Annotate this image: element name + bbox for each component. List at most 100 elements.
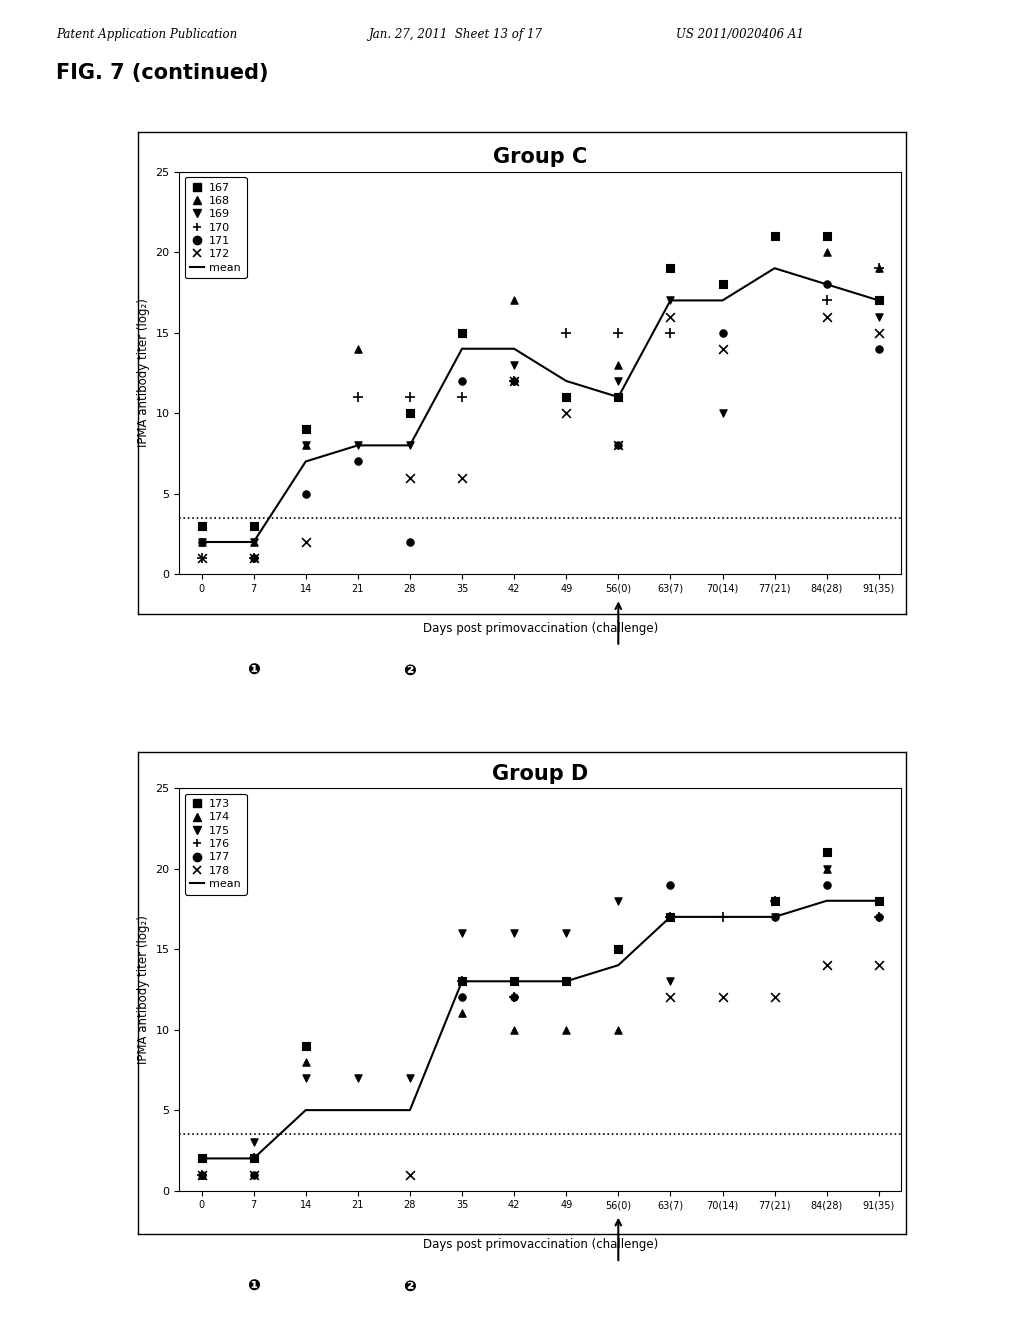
Point — [558, 403, 574, 424]
Point — [818, 242, 835, 263]
Point — [610, 387, 627, 408]
Point — [454, 970, 470, 991]
Point — [715, 907, 731, 928]
Point — [558, 322, 574, 343]
Point — [818, 306, 835, 327]
Point — [349, 338, 366, 359]
Legend: 167, 168, 169, 170, 171, 172, mean: 167, 168, 169, 170, 171, 172, mean — [184, 177, 247, 279]
Point — [194, 532, 210, 553]
Text: ❶: ❶ — [247, 1279, 260, 1294]
Point — [454, 987, 470, 1008]
Point — [818, 954, 835, 975]
Point — [246, 1164, 262, 1185]
Point — [401, 467, 418, 488]
Point — [766, 226, 782, 247]
Point — [818, 858, 835, 879]
Point — [663, 257, 679, 279]
Y-axis label: IPMA antibody titer (log₂): IPMA antibody titer (log₂) — [137, 298, 150, 447]
Point — [818, 858, 835, 879]
Point — [663, 322, 679, 343]
Point — [818, 273, 835, 294]
Point — [454, 322, 470, 343]
Point — [663, 290, 679, 312]
Point — [349, 451, 366, 473]
Point — [715, 273, 731, 294]
Point — [506, 970, 522, 991]
Legend: 173, 174, 175, 176, 177, 178, mean: 173, 174, 175, 176, 177, 178, mean — [184, 793, 247, 895]
Point — [766, 890, 782, 911]
Point — [246, 532, 262, 553]
Point — [194, 548, 210, 569]
Point — [818, 226, 835, 247]
Point — [663, 987, 679, 1008]
Point — [401, 1068, 418, 1089]
Point — [610, 939, 627, 960]
Title: Group C: Group C — [493, 148, 588, 168]
Point — [401, 403, 418, 424]
Point — [870, 954, 887, 975]
Point — [246, 548, 262, 569]
Point — [818, 842, 835, 863]
Title: Group D: Group D — [493, 764, 588, 784]
Point — [558, 970, 574, 991]
Point — [610, 890, 627, 911]
Point — [506, 371, 522, 392]
Point — [246, 1148, 262, 1170]
Point — [870, 322, 887, 343]
Point — [715, 273, 731, 294]
Text: FIG. 7 (continued): FIG. 7 (continued) — [56, 63, 269, 83]
Point — [506, 371, 522, 392]
Point — [870, 257, 887, 279]
Text: ❷: ❷ — [403, 663, 417, 677]
Point — [246, 548, 262, 569]
Point — [246, 548, 262, 569]
Point — [506, 371, 522, 392]
Point — [610, 434, 627, 455]
Point — [766, 987, 782, 1008]
Point — [246, 515, 262, 536]
Y-axis label: IPMA antibody titer (log₂): IPMA antibody titer (log₂) — [137, 915, 150, 1064]
Point — [401, 1164, 418, 1185]
Point — [663, 306, 679, 327]
Point — [298, 434, 314, 455]
Point — [506, 987, 522, 1008]
Point — [194, 1148, 210, 1170]
Point — [766, 890, 782, 911]
Point — [715, 987, 731, 1008]
Point — [506, 1019, 522, 1040]
Point — [558, 923, 574, 944]
Point — [454, 467, 470, 488]
Point — [194, 532, 210, 553]
Point — [194, 1164, 210, 1185]
Point — [558, 387, 574, 408]
Point — [349, 387, 366, 408]
Point — [194, 1164, 210, 1185]
Point — [194, 548, 210, 569]
Point — [818, 290, 835, 312]
Point — [558, 1019, 574, 1040]
Point — [766, 907, 782, 928]
Point — [246, 1148, 262, 1170]
Point — [506, 290, 522, 312]
X-axis label: Days post primovaccination (challenge): Days post primovaccination (challenge) — [423, 1238, 657, 1251]
Point — [194, 1164, 210, 1185]
Point — [194, 532, 210, 553]
Point — [870, 890, 887, 911]
Point — [715, 403, 731, 424]
Point — [454, 923, 470, 944]
Point — [454, 322, 470, 343]
Point — [663, 907, 679, 928]
Point — [349, 434, 366, 455]
Point — [610, 1019, 627, 1040]
Point — [870, 907, 887, 928]
Point — [610, 322, 627, 343]
Point — [715, 322, 731, 343]
Text: Patent Application Publication: Patent Application Publication — [56, 28, 238, 41]
Point — [454, 970, 470, 991]
Point — [298, 483, 314, 504]
Point — [401, 387, 418, 408]
Point — [298, 1051, 314, 1072]
Point — [194, 515, 210, 536]
Point — [246, 532, 262, 553]
Point — [610, 354, 627, 375]
